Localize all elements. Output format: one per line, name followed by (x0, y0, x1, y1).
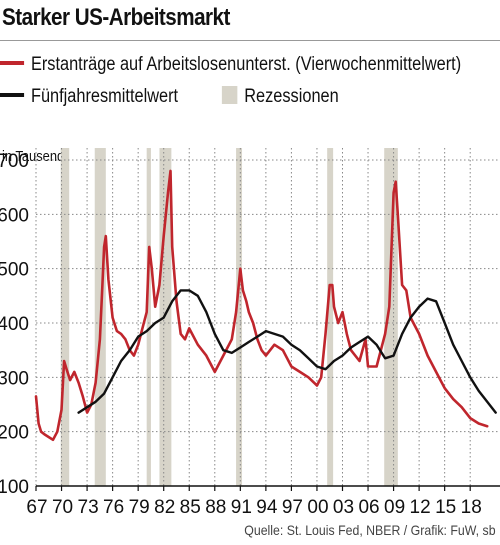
x-tick-label-67: 67 (26, 497, 47, 518)
series-line-claims (34, 169, 489, 442)
x-tick-label-73: 73 (78, 497, 99, 518)
y-tick-label-700: 700 (0, 151, 29, 172)
x-tick-label-70: 70 (52, 497, 73, 518)
y-tick-label-600: 600 (0, 205, 29, 226)
x-tick-label-85: 85 (180, 497, 201, 518)
legend-row-average: Fünfjahresmittelwert Rezessionen (0, 85, 339, 108)
source-note: Quelle: St. Louis Fed, NBER / Grafik: Fu… (244, 522, 496, 538)
legend-label-average: Fünfjahresmittelwert (30, 86, 179, 107)
recession-band-7 (384, 148, 398, 486)
y-tick-label-300: 300 (0, 368, 29, 389)
legend-swatch-average (0, 92, 25, 97)
x-tick-label-79: 79 (129, 497, 150, 518)
x-tick-label-12: 12 (410, 497, 431, 518)
series-line-average (77, 289, 497, 414)
y-tick-label-100: 100 (0, 477, 29, 498)
legend-row-claims: Erstanträge auf Arbeitslosenunterst. (Vi… (0, 54, 461, 76)
x-tick-label-09: 09 (384, 497, 405, 518)
y-tick-label-500: 500 (0, 260, 29, 281)
series-lines (34, 169, 497, 442)
x-tick-label-06: 06 (358, 497, 379, 518)
x-tick-label-03: 03 (333, 497, 354, 518)
recession-band-5 (236, 148, 243, 486)
legend-label-recession: Rezessionen (244, 86, 339, 107)
x-tick-label-88: 88 (205, 497, 226, 518)
recession-band-1 (60, 148, 70, 486)
x-tick-label-97: 97 (282, 497, 303, 518)
legend-swatch-recession (221, 85, 238, 104)
x-tick-label-00: 00 (307, 497, 328, 518)
y-tick-label-400: 400 (0, 314, 29, 335)
x-tick-label-76: 76 (103, 497, 124, 518)
x-tick-label-15: 15 (435, 497, 456, 518)
x-tick-label-18: 18 (461, 497, 482, 518)
recession-band-4 (159, 148, 172, 486)
legend-item-recession: Rezessionen (221, 85, 339, 108)
chart-title: Starker US-Arbeitsmarkt (2, 4, 230, 31)
x-tick-label-94: 94 (256, 497, 278, 518)
x-tick-label-91: 91 (231, 497, 252, 518)
legend-label-claims: Erstanträge auf Arbeitslosenunterst. (Vi… (30, 54, 462, 75)
legend-swatch-claims (0, 60, 25, 65)
recession-band-3 (146, 148, 151, 486)
axes (35, 485, 500, 491)
title-divider (0, 40, 500, 41)
recession-band-6 (327, 148, 334, 486)
y-tick-label-200: 200 (0, 423, 29, 444)
x-tick-label-82: 82 (154, 497, 175, 518)
y-axis-unit-label: in Tausend (2, 148, 65, 165)
